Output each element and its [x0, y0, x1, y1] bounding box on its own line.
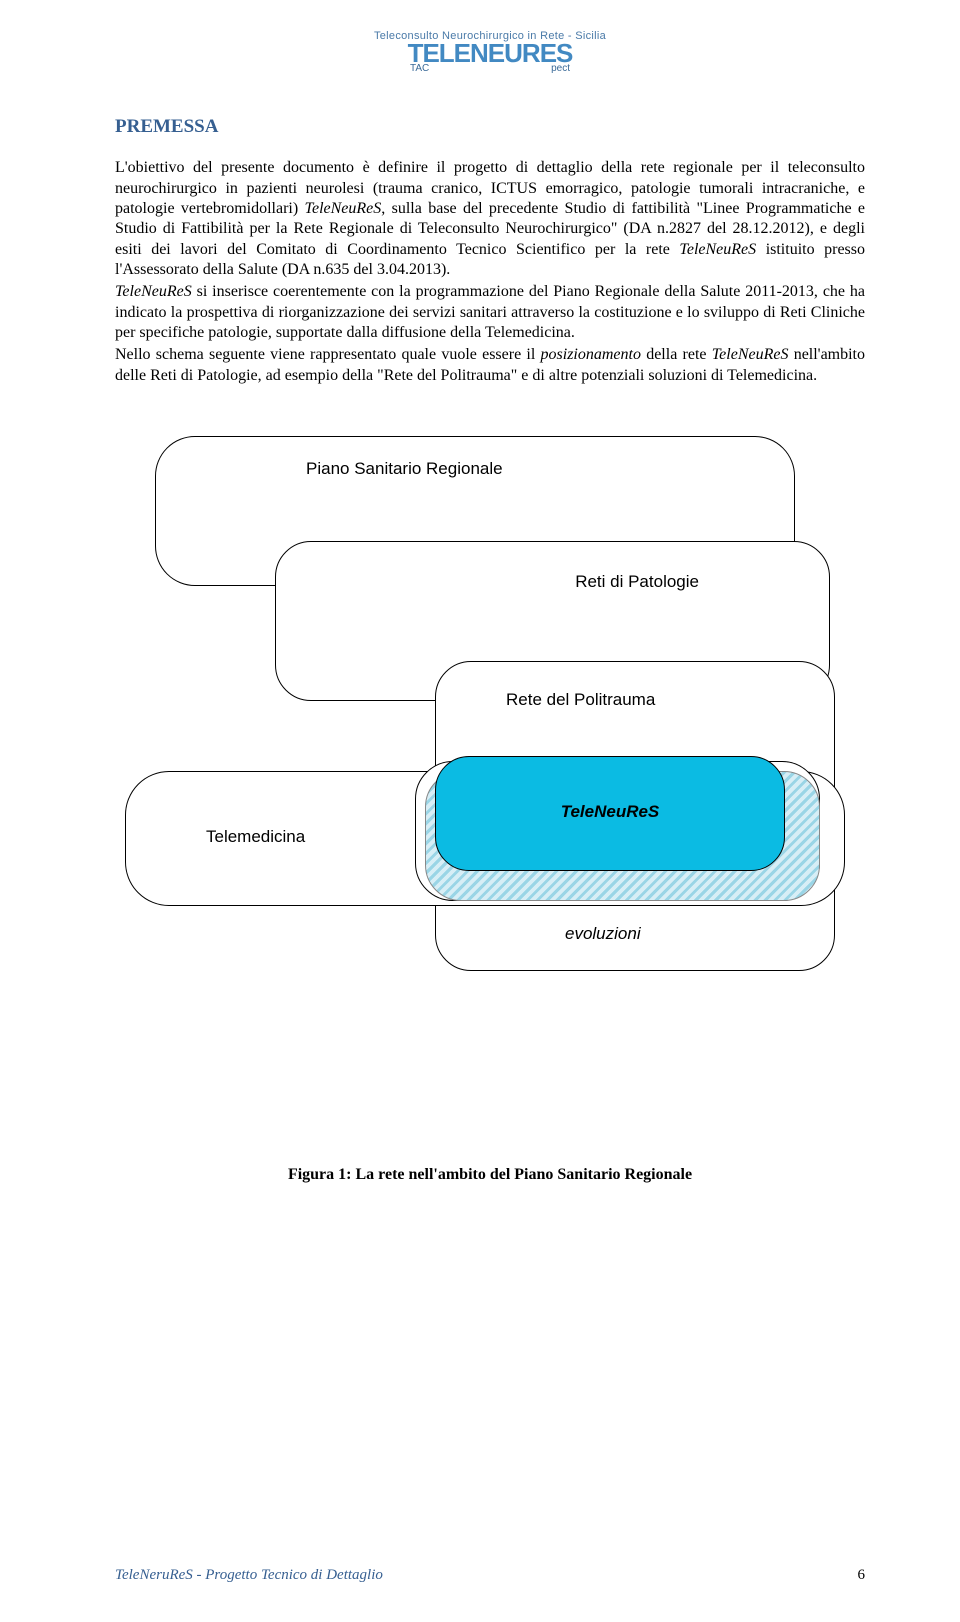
footer-title: TeleNeruReS - Progetto Tecnico di Dettag…: [115, 1567, 383, 1584]
page-number: 6: [858, 1567, 866, 1584]
figure-caption: Figura 1: La rete nell'ambito del Piano …: [115, 1166, 865, 1184]
page-footer: TeleNeruReS - Progetto Tecnico di Dettag…: [115, 1567, 865, 1584]
paragraph-2: TeleNeuReS si inserisce coerentemente co…: [115, 282, 865, 343]
label-evoluzioni: evoluzioni: [565, 924, 641, 944]
box-teleneures: TeleNeuReS: [435, 756, 785, 871]
label-psr: Piano Sanitario Regionale: [306, 459, 503, 479]
label-poli: Rete del Politrauma: [506, 690, 655, 710]
logo-sub-right: pect: [551, 63, 570, 74]
paragraph-3: Nello schema seguente viene rappresentat…: [115, 345, 865, 386]
label-teleneures: TeleNeuReS: [436, 802, 784, 822]
label-tele: Telemedicina: [206, 827, 305, 847]
logo-sub-left: TAC: [410, 63, 429, 74]
section-heading: PREMESSA: [115, 116, 865, 138]
label-reti: Reti di Patologie: [575, 572, 699, 592]
logo-title: TELENEURES: [374, 42, 606, 65]
paragraph-1: L'obiettivo del presente documento è def…: [115, 158, 865, 280]
header-logo: Teleconsulto Neurochirurgico in Rete - S…: [115, 30, 865, 76]
nesting-diagram: Piano Sanitario Regionale Reti di Patolo…: [125, 436, 825, 1076]
